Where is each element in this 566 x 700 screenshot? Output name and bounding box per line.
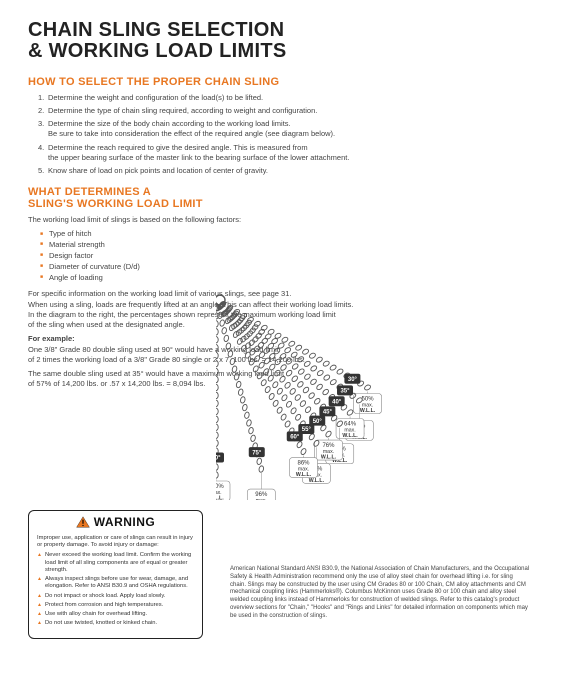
svg-text:30°: 30° (348, 377, 358, 383)
selection-step: Determine the weight and configuration o… (38, 93, 538, 103)
svg-text:90°: 90° (216, 456, 221, 462)
factor-item: Material strength (40, 240, 538, 251)
svg-text:max.: max. (256, 498, 267, 500)
factors-list: Type of hitchMaterial strengthDesign fac… (40, 229, 538, 283)
angle-diagram: 30°50%max.W.L.L.35°57%max.W.L.L.40°64%ma… (216, 290, 546, 500)
warning-item: Always inspect slings before use for wea… (37, 576, 194, 590)
warning-item: Do not use twisted, knotted or kinked ch… (37, 620, 194, 627)
section-wll-heading-l1: WHAT DETERMINES A (28, 186, 151, 198)
warning-triangle-icon (76, 516, 90, 528)
selection-step: Determine the size of the body chain acc… (38, 119, 538, 139)
svg-text:35°: 35° (340, 389, 350, 395)
svg-text:45°: 45° (323, 410, 333, 416)
page-title: CHAIN SLING SELECTION & WORKING LOAD LIM… (28, 20, 538, 62)
section-how-to-select-heading: HOW TO SELECT THE PROPER CHAIN SLING (28, 76, 538, 88)
svg-text:40°: 40° (332, 399, 342, 405)
selection-step: Know share of load on pick points and lo… (38, 166, 538, 176)
svg-text:W.L.L.: W.L.L. (321, 455, 337, 461)
svg-text:50°: 50° (313, 419, 323, 425)
svg-text:W.L.L.: W.L.L. (360, 408, 376, 414)
svg-text:75°: 75° (252, 450, 262, 456)
selection-step: Determine the reach required to give the… (38, 143, 538, 163)
warning-box: WARNING Improper use, application or car… (28, 510, 203, 639)
factor-item: Type of hitch (40, 229, 538, 240)
warning-title: WARNING (94, 515, 156, 529)
svg-text:W.L.L.: W.L.L. (342, 433, 358, 439)
factor-item: Diameter of curvature (D/d) (40, 262, 538, 273)
warning-list: Never exceed the working load limit. Con… (37, 552, 194, 627)
factors-intro: The working load limit of slings is base… (28, 215, 538, 225)
svg-text:W.L.L.: W.L.L. (309, 478, 325, 484)
section-wll-heading-l2: SLING'S WORKING LOAD LIMIT (28, 198, 203, 210)
selection-step: Determine the type of chain sling requir… (38, 106, 538, 116)
title-line-2: & WORKING LOAD LIMITS (28, 40, 287, 62)
svg-text:W.L.L.: W.L.L. (216, 496, 224, 501)
svg-text:W.L.L.: W.L.L. (296, 472, 312, 478)
warning-item: Do not impact or shock load. Apply load … (37, 593, 194, 600)
selection-steps-list: Determine the weight and configuration o… (38, 93, 538, 176)
warning-intro: Improper use, application or care of sli… (37, 535, 194, 549)
svg-text:55°: 55° (302, 427, 312, 433)
warning-item: Never exceed the working load limit. Con… (37, 552, 194, 574)
title-line-1: CHAIN SLING SELECTION (28, 19, 284, 41)
warning-item: Protect from corrosion and high temperat… (37, 602, 194, 609)
svg-text:60°: 60° (290, 435, 300, 441)
factor-item: Design factor (40, 251, 538, 262)
standards-footer-text: American National Standard ANSI B30.9, t… (230, 566, 530, 621)
warning-header: WARNING (29, 511, 202, 531)
section-wll-heading: WHAT DETERMINES A SLING'S WORKING LOAD L… (28, 186, 538, 210)
factor-item: Angle of loading (40, 273, 538, 284)
warning-item: Use with alloy chain for overhead liftin… (37, 611, 194, 618)
